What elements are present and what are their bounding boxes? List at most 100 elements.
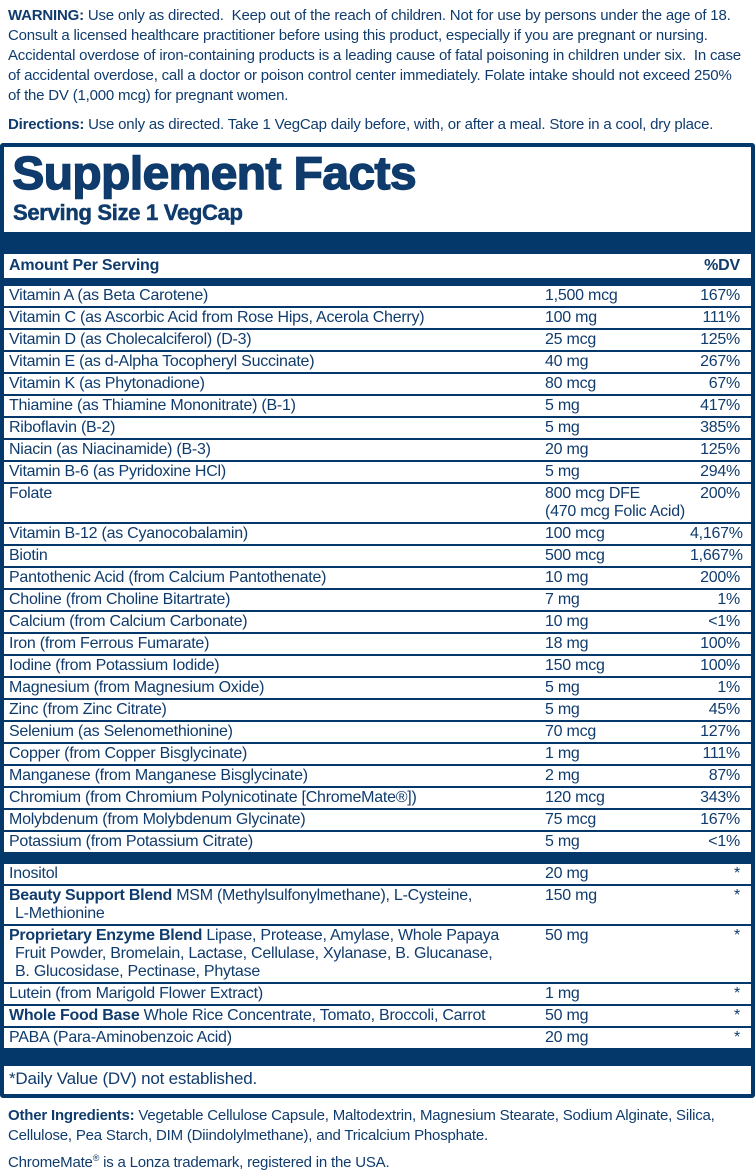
panel-title: Supplement Facts	[12, 147, 418, 199]
row-label: Lutein (from Marigold Flower Extract)	[9, 985, 263, 1003]
table-row: Iodine (from Potassium Iodide) 150 mcg 100…	[4, 654, 751, 676]
row-amount: 150 mcg	[545, 657, 605, 675]
row-dv: *	[734, 865, 740, 883]
table-row: Manganese (from Manganese Bisglycinate) 2…	[4, 764, 751, 786]
divider-bar-bottom	[4, 1048, 751, 1067]
table-row: Whole Food Base Whole Rice Concentrate, …	[4, 1004, 751, 1026]
row-label-bold: Beauty Support Blend	[9, 887, 177, 905]
row-dv: 4,167%	[690, 525, 743, 543]
table-row: Vitamin K (as Phytonadione) 80 mcg 67%	[4, 372, 751, 394]
row-amount: 7 mg	[545, 591, 580, 609]
directions-paragraph: Directions: Use only as directed. Take 1…	[0, 115, 755, 135]
divider-bar-mid	[4, 852, 751, 865]
row-amount: 50 mg	[545, 1007, 589, 1025]
row-dv: 125%	[700, 441, 740, 459]
other-ingredients-label: Other Ingredients:	[8, 1107, 135, 1125]
row-label: Riboflavin (B-2)	[9, 419, 116, 437]
amount-per-serving-header: Amount Per Serving	[9, 257, 160, 275]
row-dv: 1%	[717, 591, 740, 609]
row-amount-line2: (470 mcg Folic Acid)	[545, 503, 685, 521]
row-label: Choline (from Choline Bitartrate)	[9, 591, 231, 609]
table-row: Vitamin B-6 (as Pyridoxine HCl) 5 mg 294%	[4, 460, 751, 482]
table-row: Vitamin A (as Beta Carotene) 1,500 mcg 167…	[4, 286, 751, 306]
supplement-label: WARNING: Use only as directed. Keep out …	[0, 6, 755, 1173]
row-dv: 1%	[717, 679, 740, 697]
directions-label: Directions:	[8, 116, 85, 133]
row-dv: <1%	[708, 833, 740, 851]
row-label-bold: Proprietary Enzyme Blend	[9, 927, 207, 945]
table-row: Proprietary Enzyme Blend Lipase, Proteas…	[4, 924, 751, 982]
table-row: Molybdenum (from Molybdenum Glycinate) 75…	[4, 808, 751, 830]
row-dv: 200%	[700, 569, 740, 587]
row-label: Molybdenum (from Molybdenum Glycinate)	[9, 811, 306, 829]
row-amount: 20 mg	[545, 865, 589, 883]
trademark-text: is a Lonza trademark, registered in the …	[99, 1154, 390, 1172]
row-dv: 100%	[700, 635, 740, 653]
row-amount: 5 mg	[545, 701, 580, 719]
other-ingredients-text: Vegetable Cellulose Capsule, Maltodextri…	[8, 1107, 719, 1145]
row-label: Proprietary Enzyme Blend Lipase, Proteas…	[4, 927, 545, 981]
row-label-continuation: L-Methionine	[15, 905, 105, 923]
row-amount: 50 mg	[545, 927, 589, 945]
row-amount: 1,500 mcg	[545, 287, 618, 305]
nutrient-rows: Vitamin A (as Beta Carotene) 1,500 mcg 167…	[4, 286, 751, 852]
row-amount: 1 mg	[545, 985, 580, 1003]
table-row: Pantothenic Acid (from Calcium Pantothen…	[4, 566, 751, 588]
row-amount: 25 mcg	[545, 331, 596, 349]
row-dv: 67%	[708, 375, 741, 393]
table-row: Magnesium (from Magnesium Oxide) 5 mg 1%	[4, 676, 751, 698]
row-dv: *	[734, 927, 740, 945]
table-header: Amount Per Serving %DV	[4, 254, 751, 278]
row-label: Zinc (from Zinc Citrate)	[9, 701, 167, 719]
row-amount: 80 mcg	[545, 375, 596, 393]
row-amount: 5 mg	[545, 419, 580, 437]
row-dv: 1,667%	[690, 547, 743, 565]
supplement-facts-panel: Supplement Facts Serving Size 1 VegCap A…	[0, 143, 755, 1099]
row-amount: 5 mg	[545, 463, 580, 481]
row-amount: 120 mcg	[545, 789, 605, 807]
table-row: Inositol 20 mg *	[4, 864, 751, 884]
row-label: Vitamin E (as d-Alpha Tocopheryl Succina…	[9, 353, 315, 371]
row-label: Pantothenic Acid (from Calcium Pantothen…	[9, 569, 327, 587]
row-dv: *	[734, 1029, 740, 1047]
other-nutrient-rows: Inositol 20 mg * Beauty Support Blend MSM (…	[4, 864, 751, 1048]
row-label: Iron (from Ferrous Fumarate)	[9, 635, 210, 653]
row-dv: 167%	[700, 287, 740, 305]
row-label: Beauty Support Blend MSM (Methylsulfonyl…	[4, 887, 545, 923]
row-dv: <1%	[708, 613, 740, 631]
row-label: Thiamine (as Thiamine Mononitrate) (B-1)	[9, 397, 296, 415]
row-dv: 267%	[700, 353, 740, 371]
row-label: Iodine (from Potassium Iodide)	[9, 657, 220, 675]
divider-bar-thin	[4, 278, 751, 287]
row-amount: 5 mg	[545, 833, 580, 851]
trademark-note: ChromeMate® is a Lonza trademark, regist…	[0, 1153, 755, 1173]
table-row: Potassium (from Potassium Citrate) 5 mg <1…	[4, 830, 751, 852]
row-label: Biotin	[9, 547, 48, 565]
row-label: Vitamin B-12 (as Cyanocobalamin)	[9, 525, 248, 543]
row-dv: 125%	[700, 331, 740, 349]
row-dv: 294%	[700, 463, 740, 481]
row-label: Vitamin C (as Ascorbic Acid from Rose Hi…	[9, 309, 425, 327]
table-row: Copper (from Copper Bisglycinate) 1 mg 111…	[4, 742, 751, 764]
table-row: Choline (from Choline Bitartrate) 7 mg 1%	[4, 588, 751, 610]
row-amount: 5 mg	[545, 679, 580, 697]
row-dv: 167%	[700, 811, 740, 829]
row-label: Copper (from Copper Bisglycinate)	[9, 745, 248, 763]
row-label: Manganese (from Manganese Bisglycinate)	[9, 767, 308, 785]
row-dv: *	[734, 985, 740, 1003]
table-row: Zinc (from Zinc Citrate) 5 mg 45%	[4, 698, 751, 720]
row-amount: 5 mg	[545, 397, 580, 415]
directions-text: Use only as directed. Take 1 VegCap dail…	[84, 116, 714, 133]
trademark-name: ChromeMate	[8, 1154, 93, 1172]
table-row: Riboflavin (B-2) 5 mg 385%	[4, 416, 751, 438]
table-row: Folate 800 mcg DFE (470 mcg Folic Acid) 200…	[4, 482, 751, 522]
dv-footnote: *Daily Value (DV) not established.	[9, 1069, 258, 1089]
row-label-continuation: Fruit Powder, Bromelain, Lactase, Cellul…	[15, 945, 493, 963]
table-row: Iron (from Ferrous Fumarate) 18 mg 100%	[4, 632, 751, 654]
row-dv: 385%	[700, 419, 740, 437]
table-row: PABA (Para-Aminobenzoic Acid) 20 mg *	[4, 1026, 751, 1048]
row-label: Whole Food Base Whole Rice Concentrate, …	[9, 1007, 486, 1025]
dv-header: %DV	[704, 257, 740, 275]
row-label: Vitamin K (as Phytonadione)	[9, 375, 205, 393]
row-amount: 40 mg	[545, 353, 589, 371]
